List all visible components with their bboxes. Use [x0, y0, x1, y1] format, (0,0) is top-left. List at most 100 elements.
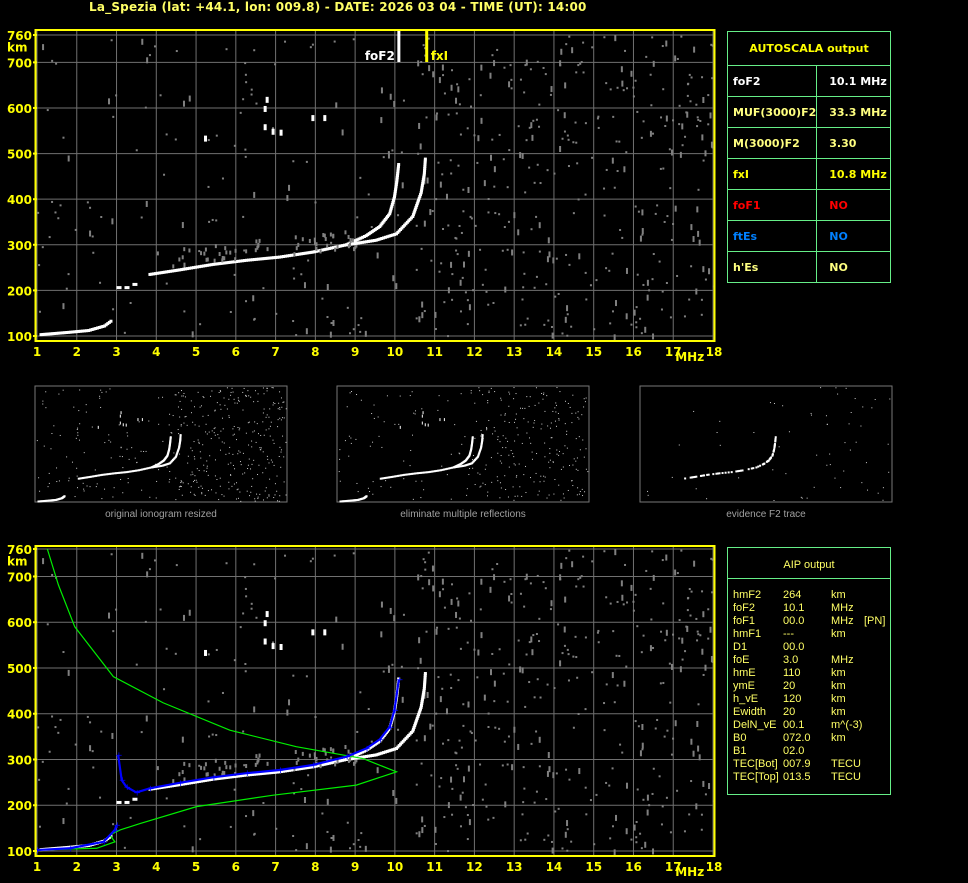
- x-axis-unit: MHz: [675, 350, 704, 364]
- aip-trace-point: +: [119, 776, 127, 786]
- noise-dot: [487, 712, 490, 715]
- noise-dot: [549, 608, 552, 611]
- noise-dot: [493, 166, 496, 173]
- noise-dot: [265, 416, 267, 418]
- trace-mark: [83, 476, 86, 479]
- noise-dot: [272, 402, 274, 404]
- noise-dot: [223, 495, 225, 497]
- noise-dot: [268, 462, 270, 464]
- noise-dot: [559, 145, 562, 152]
- aip-name: B0: [733, 732, 747, 744]
- noise-dot: [487, 491, 489, 493]
- noise-dot: [348, 455, 350, 457]
- noise-dot: [663, 220, 666, 223]
- aip-trace-segment: [125, 785, 137, 794]
- noise-dot: [266, 414, 268, 416]
- noise-dot: [285, 494, 287, 496]
- noise-dot: [129, 302, 132, 305]
- ordinary-trace-mark: [192, 266, 196, 270]
- noise-dot: [341, 129, 344, 136]
- spread-f-mark: [256, 245, 259, 250]
- ordinary-trace-mark: [266, 256, 270, 260]
- ordinary-trace-mark: [313, 250, 317, 254]
- ordinary-trace-mark: [235, 260, 239, 264]
- trace-mark: [409, 473, 412, 476]
- noise-dot: [560, 48, 563, 55]
- noise-dot: [826, 424, 828, 426]
- noise-dot: [630, 70, 633, 77]
- spread-f-mark: [218, 252, 221, 257]
- extraordinary-trace-mark: [382, 751, 386, 755]
- noise-dot: [665, 40, 668, 47]
- aip-trace-point: +: [115, 751, 123, 761]
- noise-dot: [141, 489, 143, 491]
- noise-dot: [534, 419, 536, 421]
- trace-mark: [407, 473, 410, 476]
- extraordinary-trace-mark: [349, 242, 353, 246]
- noise-dot: [198, 441, 200, 443]
- noise-dot: [191, 331, 194, 338]
- noise-dot: [571, 480, 573, 482]
- trace-mark: [177, 449, 180, 452]
- extraordinary-trace-mark: [413, 724, 417, 728]
- ordinary-trace-mark: [207, 263, 211, 267]
- noise-dot: [697, 745, 700, 752]
- noise-dot: [584, 122, 587, 125]
- trace-mark: [401, 474, 404, 477]
- noise-dot: [349, 392, 351, 394]
- noise-dot: [522, 766, 525, 769]
- trace-mark: [93, 475, 96, 478]
- noise-dot: [146, 571, 149, 578]
- noise-dot: [214, 434, 216, 436]
- noise-dot: [244, 662, 247, 665]
- noise-dot: [190, 491, 192, 493]
- noise-dot: [450, 261, 453, 268]
- x-tick-label: 9: [351, 860, 359, 874]
- E_trace-trace-mark: [92, 327, 96, 331]
- noise-dot: [645, 55, 648, 58]
- noise-dot: [451, 787, 454, 790]
- noise-dot: [338, 471, 340, 473]
- noise-dot: [292, 160, 295, 163]
- noise-dot: [634, 593, 637, 596]
- noise-dot: [266, 390, 268, 392]
- noise-dot: [180, 425, 182, 427]
- noise-dot: [536, 574, 539, 577]
- ordinary-trace-mark: [299, 252, 303, 256]
- noise-dot: [613, 186, 616, 189]
- trace-mark: [691, 476, 694, 479]
- ordinary-trace-mark: [313, 764, 317, 768]
- noise-dot: [498, 648, 501, 651]
- extraordinary-trace-mark: [423, 163, 427, 167]
- noise-dot: [149, 496, 151, 498]
- noise-dot: [190, 474, 192, 476]
- noise-dot: [95, 486, 97, 488]
- trace-mark: [121, 471, 124, 474]
- trace-mark: [102, 473, 105, 476]
- noise-dot: [303, 797, 306, 804]
- noise-dot: [228, 481, 230, 483]
- noise-dot: [523, 91, 526, 94]
- ordinary-trace-mark: [252, 772, 256, 776]
- ordinary-trace-mark: [369, 231, 373, 235]
- extraordinary-trace-mark: [365, 754, 369, 758]
- aip-row: B0 072.0 km: [728, 732, 890, 745]
- noise-dot: [228, 415, 230, 417]
- noise-dot: [252, 295, 255, 302]
- noise-dot: [257, 474, 259, 476]
- noise-dot: [587, 471, 589, 473]
- noise-dot: [387, 151, 390, 154]
- noise-dot: [214, 459, 216, 461]
- noise-dot: [74, 496, 76, 498]
- noise-dot: [144, 106, 147, 109]
- aip-trace-point: +: [396, 675, 404, 685]
- noise-dot: [479, 473, 481, 475]
- E_trace-trace-mark: [39, 333, 43, 337]
- noise-dot: [565, 43, 568, 46]
- noise-dot: [616, 684, 619, 687]
- E_trace-trace-mark: [83, 329, 87, 333]
- noise-dot: [455, 97, 458, 104]
- noise-dot: [191, 471, 193, 473]
- noise-dot: [397, 214, 400, 217]
- noise-dot: [441, 578, 444, 585]
